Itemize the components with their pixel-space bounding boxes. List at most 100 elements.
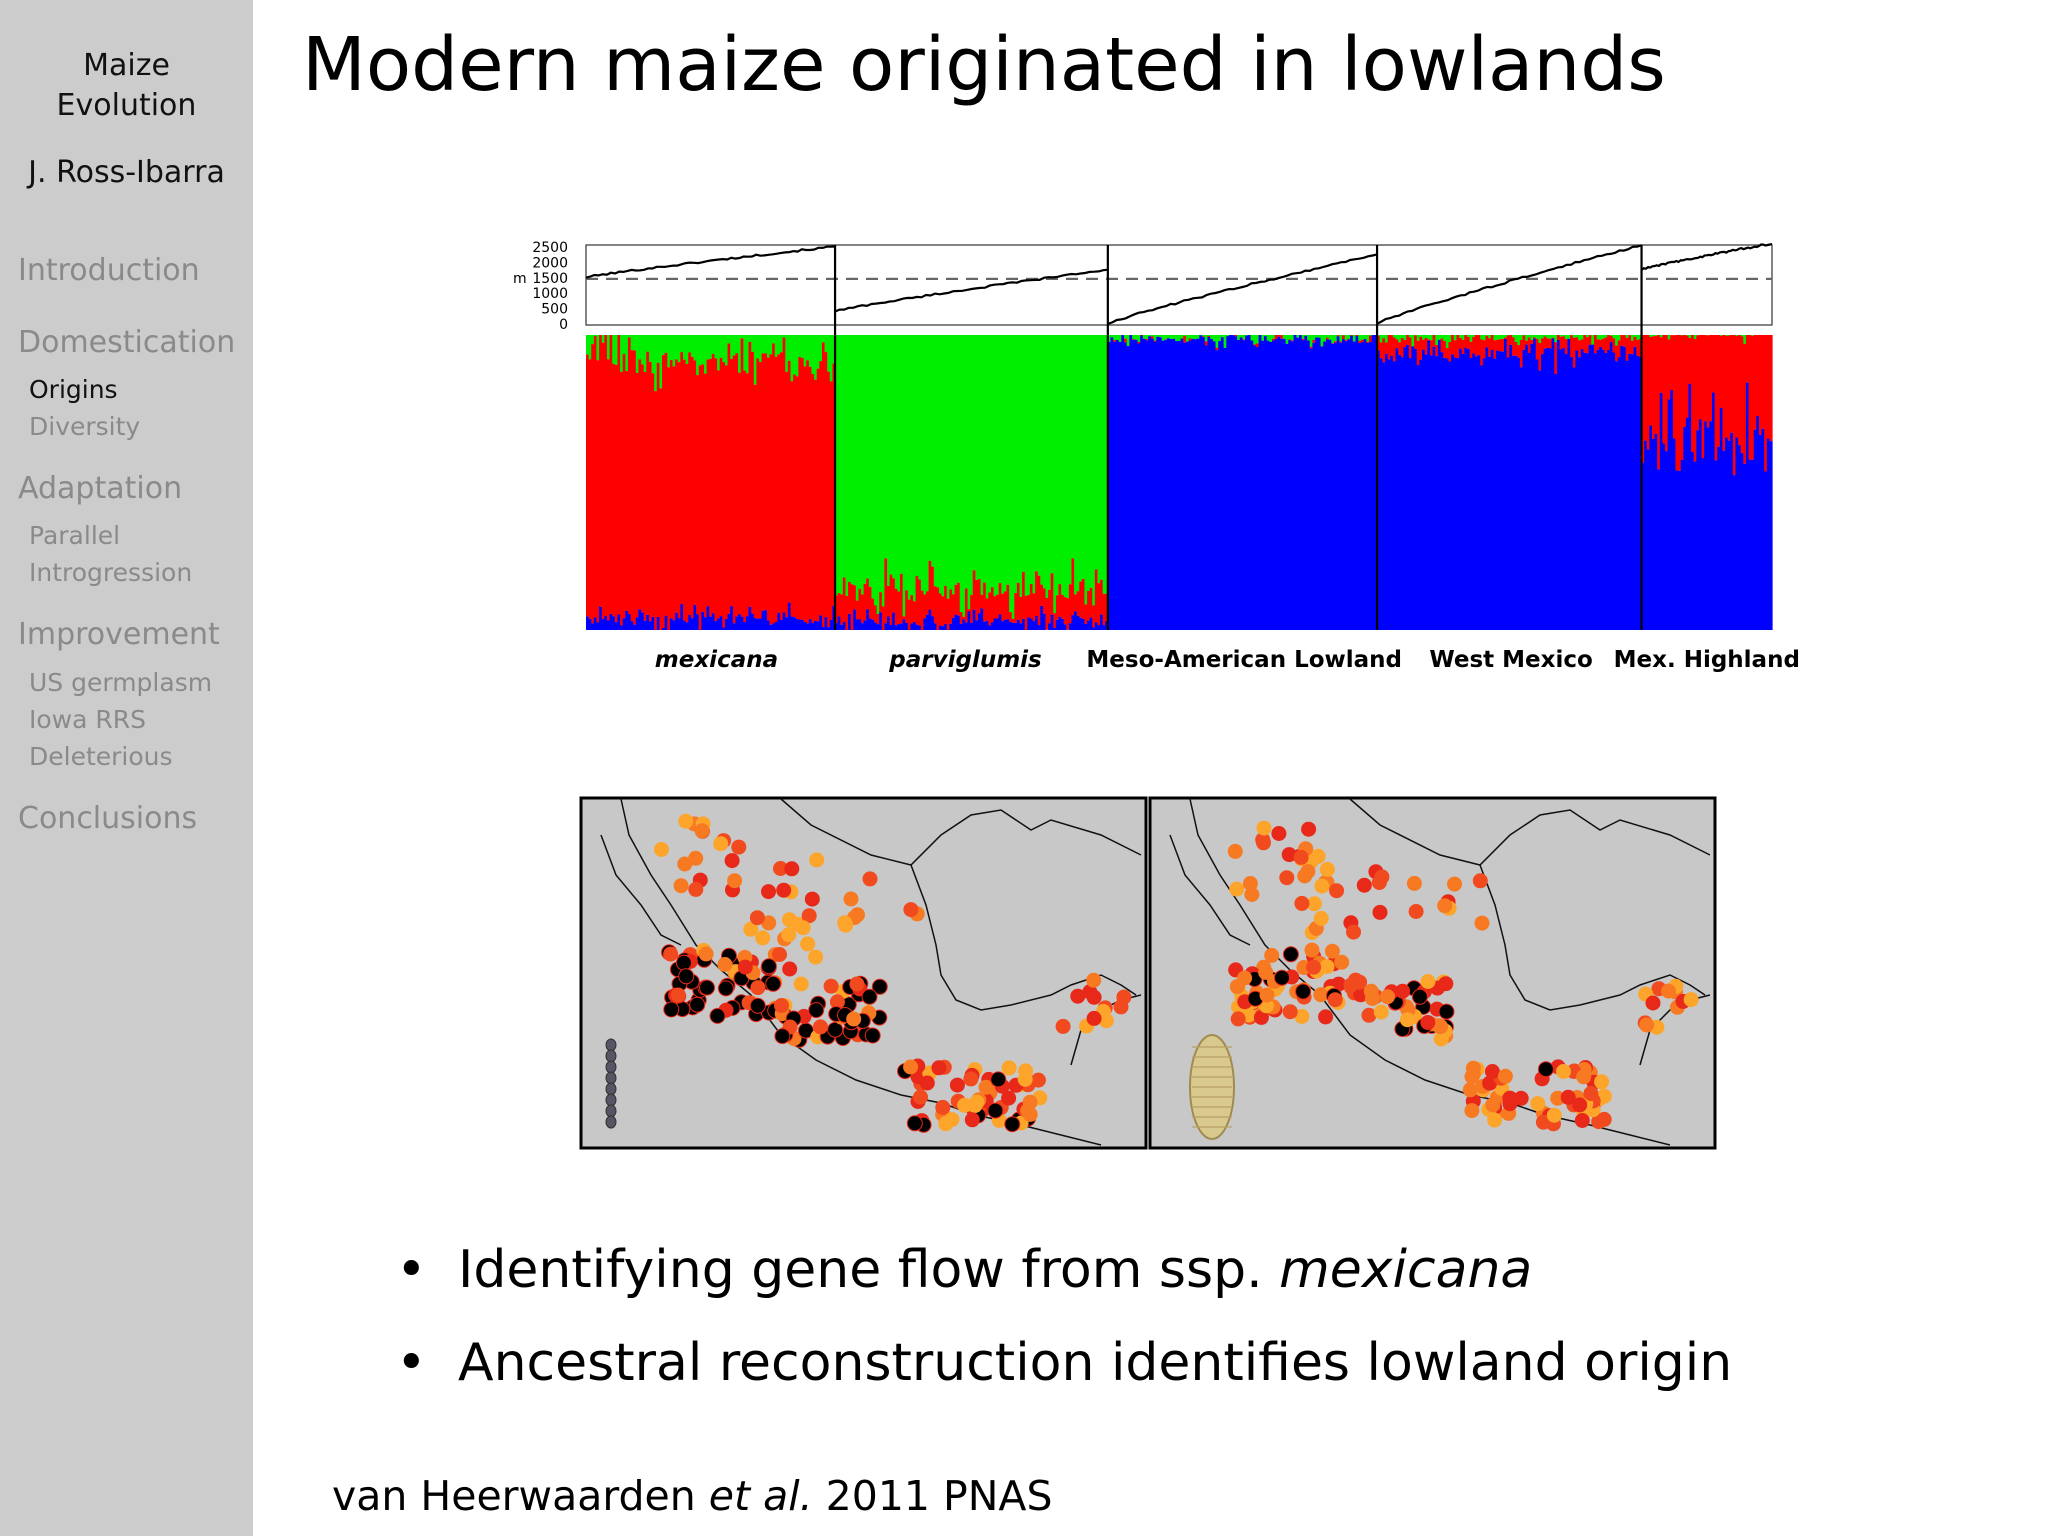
- sample-point: [963, 1071, 979, 1087]
- admixture-bar-segment: [1591, 335, 1595, 345]
- admixture-bar-segment: [1498, 335, 1502, 340]
- admixture-bar-segment: [1032, 335, 1036, 594]
- admixture-bar-segment: [717, 370, 721, 619]
- admixture-bar-segment: [1535, 338, 1539, 360]
- sample-point: [987, 1102, 1004, 1119]
- admixture-bar-segment: [928, 560, 932, 610]
- admixture-bar-segment: [861, 623, 865, 630]
- sample-point: [1314, 878, 1330, 894]
- admixture-bar-segment: [596, 622, 600, 630]
- admixture-bar-segment: [1387, 335, 1391, 360]
- admixture-bar-segment: [1074, 335, 1078, 595]
- admixture-bar-segment: [1685, 335, 1690, 418]
- admixture-bar-segment: [1237, 335, 1241, 340]
- admixture-bar-segment: [1427, 339, 1431, 341]
- admixture-bar-segment: [1408, 337, 1413, 359]
- admixture-bar-segment: [1009, 612, 1013, 622]
- nav-deleterious[interactable]: Deleterious: [29, 742, 173, 771]
- sample-point: [749, 997, 766, 1014]
- map-right: [1148, 796, 1717, 1150]
- admixture-bar-segment: [774, 356, 778, 622]
- admixture-bar-segment: [1480, 365, 1484, 630]
- admixture-bar-segment: [633, 624, 637, 630]
- admixture-bar-segment: [1424, 337, 1428, 355]
- admixture-bar-segment: [1347, 335, 1351, 339]
- admixture-bar-segment: [972, 609, 976, 630]
- admixture-bar-segment: [1456, 335, 1460, 359]
- admixture-bar-segment: [1261, 340, 1265, 630]
- sample-point: [1464, 1103, 1480, 1119]
- sample-point: [750, 980, 766, 996]
- admixture-bar-segment: [1011, 618, 1015, 623]
- admixture-bar-segment: [1395, 339, 1399, 349]
- nav-adaptation[interactable]: Adaptation: [18, 471, 183, 506]
- admixture-bar-segment: [1509, 344, 1513, 630]
- admixture-bar-segment: [591, 344, 595, 624]
- admixture-bar-segment: [638, 609, 642, 630]
- admixture-bar-segment: [1352, 335, 1357, 342]
- nav-parallel[interactable]: Parallel: [29, 521, 121, 550]
- nav-origins[interactable]: Origins: [29, 375, 118, 404]
- admixture-bar-segment: [1016, 619, 1021, 630]
- admixture-bar-segment: [1003, 591, 1008, 620]
- nav-us-germplasm[interactable]: US germplasm: [29, 668, 213, 697]
- admixture-bar-segment: [1570, 357, 1574, 630]
- nav-conclusions[interactable]: Conclusions: [18, 801, 198, 836]
- sample-point: [1420, 974, 1436, 989]
- admixture-bar-segment: [601, 619, 605, 630]
- map-peninsula: [1169, 834, 1251, 946]
- nav-improvement[interactable]: Improvement: [18, 617, 220, 652]
- admixture-bar-segment: [806, 623, 810, 630]
- admixture-bar-segment: [1035, 335, 1039, 572]
- admixture-bar-segment: [1575, 350, 1579, 630]
- sample-point: [663, 946, 679, 962]
- admixture-bar-segment: [1498, 339, 1502, 352]
- admixture-bar-segment: [774, 335, 778, 357]
- admixture-bar-segment: [1207, 335, 1211, 337]
- admixture-bar-segment: [1368, 335, 1373, 343]
- admixture-bar-segment: [1562, 348, 1566, 630]
- admixture-bar-segment: [1089, 587, 1093, 618]
- sample-point: [761, 915, 777, 931]
- admixture-bar-segment: [1466, 348, 1471, 630]
- admixture-bar-segment: [1239, 337, 1244, 630]
- sample-point: [678, 813, 694, 829]
- admixture-bar-segment: [1546, 338, 1550, 349]
- nav-domestication[interactable]: Domestication: [18, 325, 236, 360]
- admixture-bar-segment: [850, 584, 854, 630]
- admixture-bar-segment: [1764, 471, 1768, 630]
- admixture-bar-segment: [1719, 335, 1724, 408]
- admixture-bar-segment: [1220, 337, 1225, 630]
- admixture-bar-segment: [696, 335, 700, 376]
- sample-point: [935, 1099, 951, 1115]
- admixture-bar-segment: [1432, 335, 1436, 347]
- admixture-bar-segment: [990, 622, 995, 630]
- admixture-bar-segment: [688, 614, 692, 630]
- admixture-bar-segment: [730, 606, 734, 630]
- admixture-bar-segment: [910, 335, 914, 596]
- nav-diversity[interactable]: Diversity: [29, 412, 141, 441]
- admixture-bar-segment: [837, 616, 841, 630]
- admixture-bar-segment: [1704, 421, 1708, 630]
- admixture-bar-segment: [819, 615, 823, 630]
- nav-iowa-rrs[interactable]: Iowa RRS: [29, 705, 146, 734]
- admixture-bar-segment: [1691, 452, 1695, 630]
- admixture-bar-segment: [1517, 345, 1521, 358]
- admixture-bar-segment: [1068, 584, 1073, 624]
- admixture-bar-segment: [819, 361, 823, 616]
- sample-point: [1256, 820, 1272, 836]
- admixture-bar-segment: [743, 370, 747, 623]
- sample-point: [698, 946, 714, 962]
- admixture-bar-segment: [641, 364, 645, 613]
- teosinte-ear-icon: [605, 1038, 617, 1129]
- admixture-bar-segment: [907, 599, 911, 630]
- admixture-bar-segment: [1745, 335, 1750, 383]
- admixture-bar-segment: [1554, 373, 1558, 630]
- admixture-bar-segment: [1514, 335, 1518, 342]
- admixture-bar-segment: [643, 335, 647, 372]
- nav-introduction[interactable]: Introduction: [18, 253, 200, 288]
- nav-introgression[interactable]: Introgression: [29, 558, 193, 587]
- admixture-bar-segment: [1667, 335, 1671, 340]
- admixture-bar-segment: [772, 335, 776, 344]
- admixture-bar-segment: [667, 335, 671, 368]
